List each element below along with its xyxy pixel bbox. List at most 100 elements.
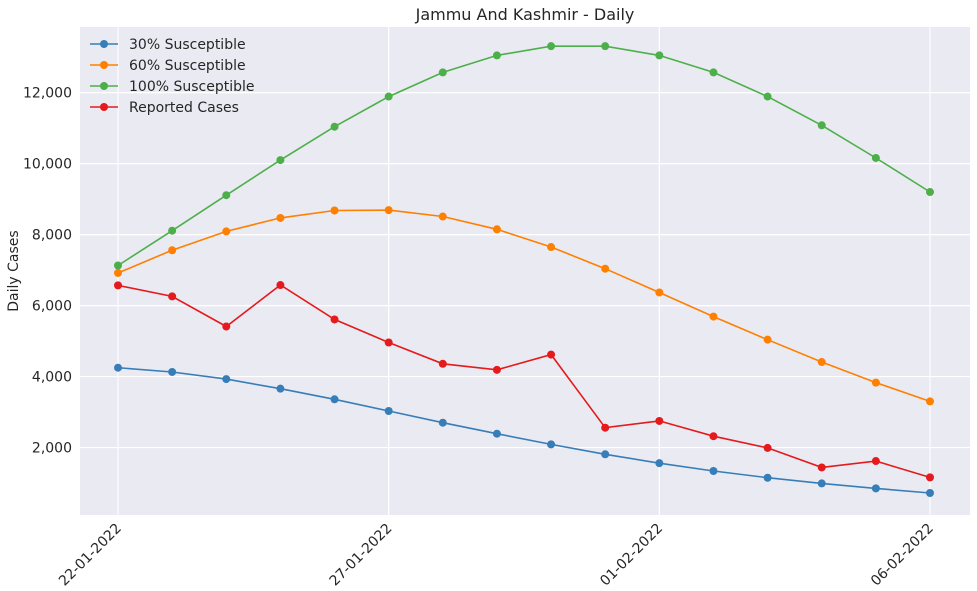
y-axis-ticks: 2,000 4,000 6,000 8,000 10,000 12,000 <box>23 86 72 457</box>
x-tick-label: 27-01-2022 <box>327 521 396 590</box>
series-line <box>117 366 931 494</box>
data-point <box>601 423 610 432</box>
data-point <box>222 375 231 384</box>
series-reported-cases <box>114 281 934 482</box>
data-point <box>601 264 610 273</box>
data-point <box>655 459 664 468</box>
data-point <box>114 363 122 372</box>
data-point <box>709 68 718 77</box>
data-point <box>492 365 501 374</box>
data-point <box>817 463 826 472</box>
data-point <box>492 225 501 234</box>
plot-background <box>80 27 970 515</box>
data-point <box>384 338 393 347</box>
data-point <box>763 335 772 344</box>
legend-marker <box>100 40 108 48</box>
y-tick-label: 4,000 <box>32 370 72 386</box>
data-point <box>871 484 880 493</box>
data-point <box>547 350 556 359</box>
data-point <box>709 312 718 321</box>
data-point <box>384 92 393 101</box>
legend-item: Reported Cases <box>90 100 239 116</box>
data-point <box>817 479 826 488</box>
data-point <box>871 378 880 387</box>
data-point <box>492 51 501 60</box>
data-point <box>438 418 447 427</box>
legend-marker <box>100 103 108 111</box>
data-point <box>330 206 339 215</box>
data-point <box>547 243 556 252</box>
data-point <box>763 473 772 482</box>
data-point <box>330 395 339 404</box>
legend-marker <box>100 61 108 69</box>
x-tick-label: 01-02-2022 <box>597 521 666 590</box>
data-point <box>655 288 664 297</box>
data-point <box>168 292 177 301</box>
data-point <box>655 51 664 60</box>
legend-label: 100% Susceptible <box>129 79 255 95</box>
x-axis-ticks: 22-01-2022 27-01-2022 01-02-2022 06-02-2022 <box>56 521 937 590</box>
series-100-susceptible <box>114 42 934 270</box>
legend-marker <box>100 82 108 90</box>
data-point <box>276 213 285 222</box>
series-60-susceptible <box>114 206 934 406</box>
data-point <box>763 443 772 452</box>
data-point <box>222 322 231 331</box>
series-line <box>117 284 931 479</box>
data-point <box>276 281 285 290</box>
series-line <box>117 209 931 403</box>
data-point <box>384 407 393 416</box>
data-point <box>871 153 880 162</box>
data-point <box>926 473 934 482</box>
data-point <box>438 68 447 77</box>
y-tick-label: 12,000 <box>23 86 72 102</box>
legend: 30% Susceptible 60% Susceptible 100% Susce… <box>90 37 255 116</box>
y-tick-label: 2,000 <box>32 441 72 457</box>
legend-item: 60% Susceptible <box>90 58 246 74</box>
data-point <box>547 440 556 449</box>
data-point <box>114 268 122 277</box>
data-point <box>114 281 122 290</box>
legend-label: Reported Cases <box>129 100 239 116</box>
data-point <box>655 416 664 425</box>
x-tick-label: 22-01-2022 <box>56 521 125 590</box>
data-point <box>168 226 177 235</box>
data-point <box>276 384 285 393</box>
y-tick-label: 10,000 <box>23 157 72 173</box>
data-point <box>601 450 610 459</box>
data-point <box>763 92 772 101</box>
data-point <box>114 261 122 270</box>
data-point <box>330 122 339 131</box>
data-point <box>492 429 501 438</box>
data-point <box>438 359 447 368</box>
data-point <box>601 42 610 51</box>
y-tick-label: 6,000 <box>32 299 72 315</box>
data-point <box>168 246 177 255</box>
data-point <box>438 212 447 221</box>
legend-item: 30% Susceptible <box>90 37 246 53</box>
legend-label: 60% Susceptible <box>129 58 246 74</box>
legend-item: 100% Susceptible <box>90 79 255 95</box>
data-point <box>926 397 934 406</box>
data-point <box>709 466 718 475</box>
series-line <box>117 45 931 267</box>
data-point <box>330 315 339 324</box>
series-30-susceptible <box>114 363 934 497</box>
data-point <box>222 191 231 200</box>
y-tick-label: 8,000 <box>32 228 72 244</box>
data-point <box>871 457 880 466</box>
data-point <box>384 206 393 215</box>
data-point <box>817 358 826 367</box>
data-point <box>817 121 826 130</box>
x-tick-label: 06-02-2022 <box>868 521 937 590</box>
series-layer <box>114 42 934 497</box>
data-point <box>926 488 934 497</box>
legend-label: 30% Susceptible <box>129 37 246 53</box>
data-point <box>547 42 556 51</box>
y-axis-label: Daily Cases <box>6 230 22 311</box>
data-point <box>168 367 177 376</box>
data-point <box>222 227 231 236</box>
data-point <box>926 188 934 197</box>
